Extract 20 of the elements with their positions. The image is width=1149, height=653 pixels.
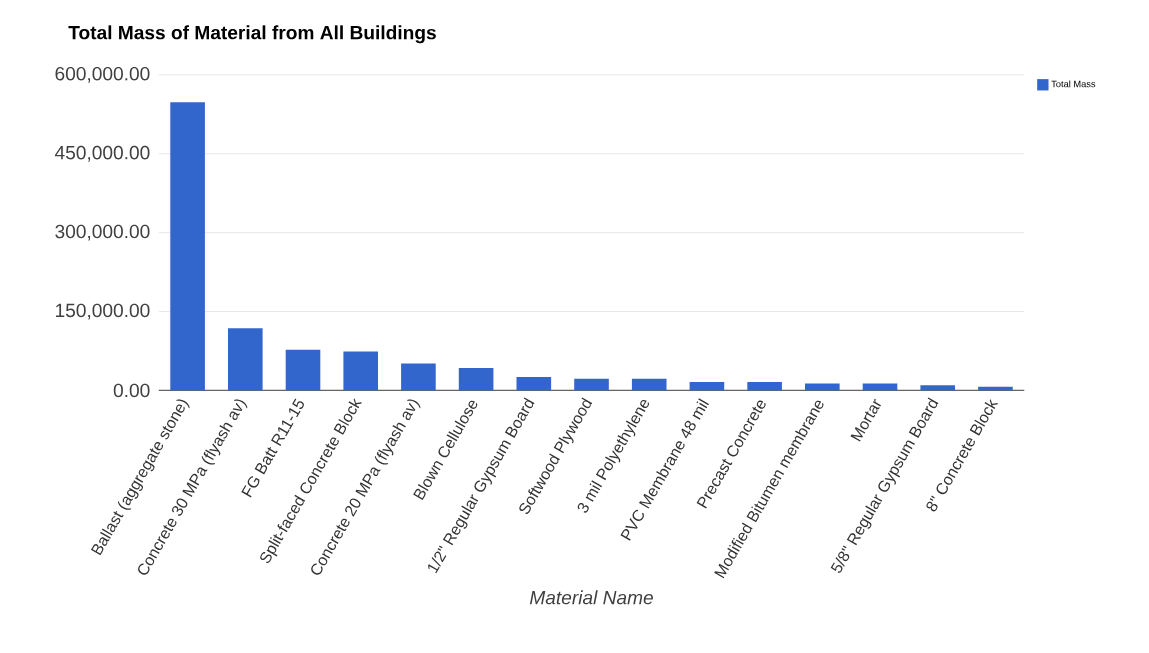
x-axis-title: Material Name [529, 590, 653, 605]
bar [170, 102, 205, 391]
chart-title: Total Mass of Material from All Buildings [68, 25, 436, 44]
legend-label: Total Mass [1051, 80, 1096, 88]
y-tick-label: 600,000.00 [55, 66, 150, 83]
bar [747, 381, 782, 391]
bar [689, 381, 725, 391]
bar [343, 351, 379, 391]
bar [516, 376, 552, 391]
y-tick-label: 150,000.00 [56, 303, 150, 320]
y-tick-label: 450,000.00 [54, 145, 150, 162]
bar [285, 349, 321, 391]
bar [401, 363, 436, 391]
bar [920, 385, 956, 391]
bar [458, 368, 494, 391]
y-tick-label: 0.00 [113, 383, 150, 398]
bar [574, 378, 609, 391]
bar [227, 328, 263, 391]
y-tick-label: 300,000.00 [55, 224, 150, 241]
bar [631, 378, 667, 391]
